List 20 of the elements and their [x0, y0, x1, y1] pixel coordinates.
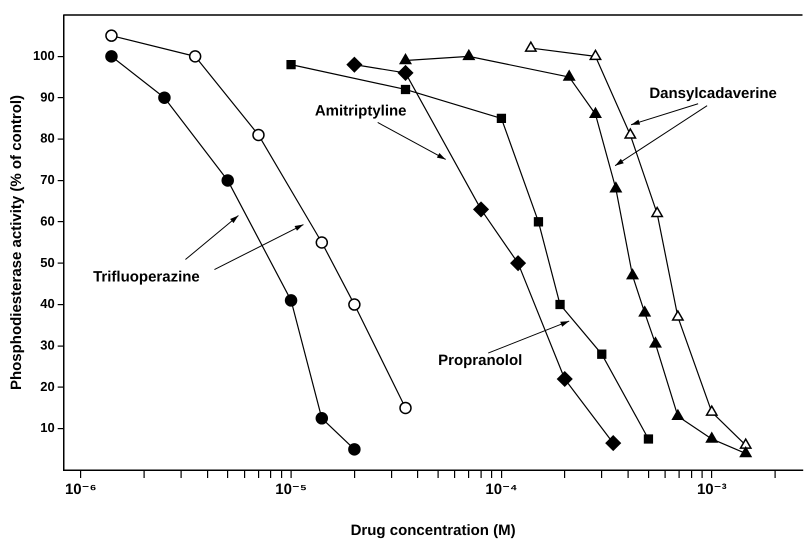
annotation: Amitriptyline: [314, 102, 407, 120]
y-tick-label: 60: [40, 213, 55, 228]
y-tick-label: 20: [40, 378, 55, 394]
annotation: Trifluoperazine: [93, 268, 200, 286]
annotation: Propranolol: [438, 352, 522, 370]
y-tick-label: 70: [40, 172, 55, 188]
y-axis-title: Phosphodiesterase activity (% of control): [8, 94, 26, 390]
x-tick-label: 10⁻⁴: [485, 481, 518, 498]
y-tick-label: 90: [40, 89, 55, 104]
y-tick-label: 50: [40, 254, 55, 270]
y-tick-label: 10: [40, 420, 55, 436]
x-tick-label: 10⁻⁶: [64, 481, 96, 498]
annotation: Dansylcadaverine: [649, 84, 777, 102]
y-tick-label: 80: [40, 130, 55, 146]
y-tick-label: 30: [40, 337, 55, 352]
y-tick-label: 40: [40, 296, 55, 312]
x-tick-label: 10⁻³: [696, 481, 727, 498]
x-tick-label: 10⁻⁵: [275, 481, 307, 498]
y-tick-label: 100: [32, 48, 55, 63]
x-axis-title: Drug concentration (M): [350, 522, 516, 540]
